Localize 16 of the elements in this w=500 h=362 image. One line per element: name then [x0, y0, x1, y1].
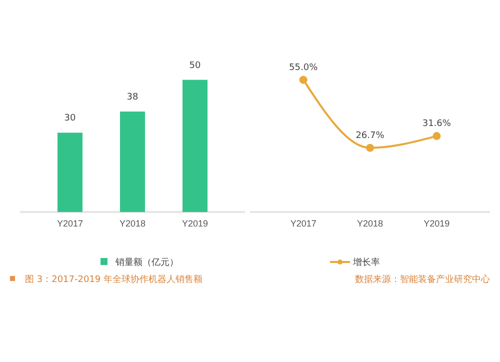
legend-label: 增长率 [352, 257, 380, 268]
x-tick-label: Y2018 [356, 218, 384, 229]
x-tick-label: Y2018 [119, 218, 146, 229]
data-label: 55.0% [289, 62, 318, 73]
data-label: 50 [189, 60, 201, 71]
data-label: 26.7% [356, 130, 385, 141]
x-tick-label: Y2019 [424, 218, 450, 229]
data-label: 38 [126, 92, 138, 103]
data-label: 31.6% [422, 119, 452, 130]
x-tick-label: Y2017 [56, 218, 84, 229]
x-tick-label: Y2019 [182, 218, 208, 229]
source-note: 数据来源：智能装备产业研究中心 [355, 274, 490, 285]
caption: 图 3：2017-2019 年全球协作机器人销售额 [25, 274, 203, 285]
legend-label: 销量额（亿元） [114, 257, 178, 268]
x-tick-label: Y2017 [290, 218, 316, 229]
data-label: 30 [64, 114, 76, 124]
